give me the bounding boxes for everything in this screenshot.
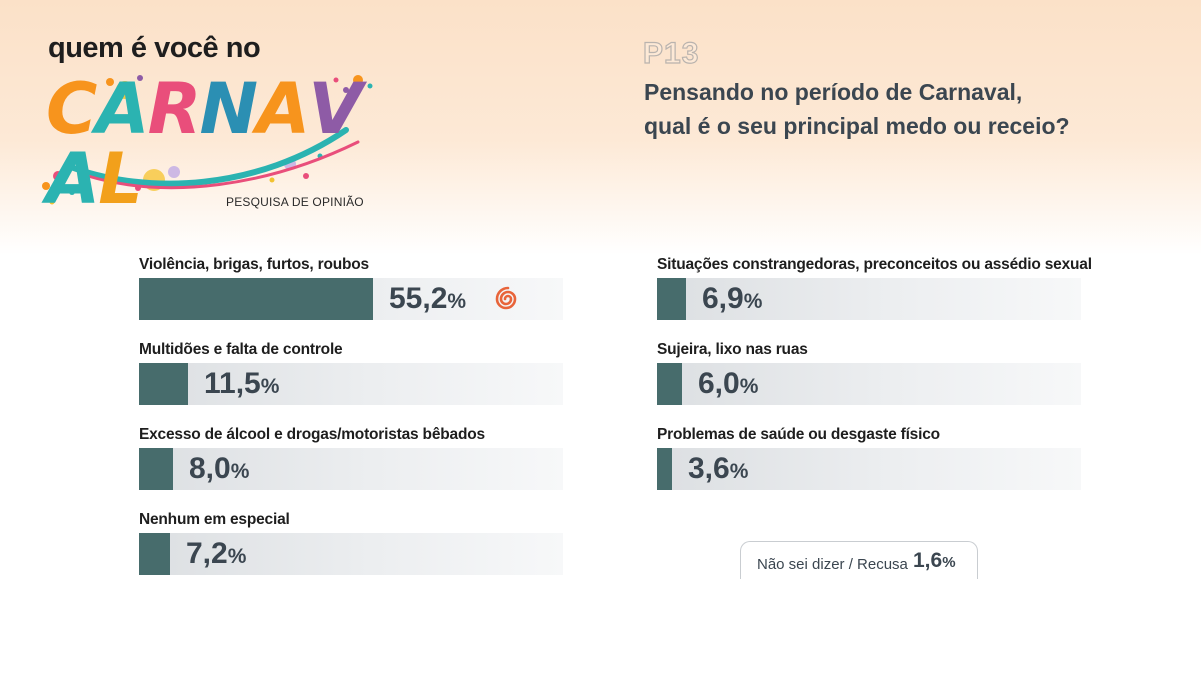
confetti-decoration [42, 75, 373, 205]
bar-label: Problemas de saúde ou desgaste físico [657, 426, 940, 443]
bar-fill [657, 278, 686, 320]
bar-value-label: 55,2% [389, 281, 466, 320]
bar-fill [139, 278, 373, 320]
bar-track: 3,6% [657, 448, 1081, 490]
bar-fill [657, 448, 672, 490]
question-line-2: qual é o seu principal medo ou receio? [644, 113, 1070, 139]
bar-value-label: 8,0% [189, 451, 249, 490]
carnaval-logo-word: CARNAVAL [46, 68, 362, 220]
percent-sign: % [230, 460, 250, 483]
other-response-number: 1,6 [913, 549, 943, 572]
bar-value-label: 7,2% [186, 536, 246, 575]
bar-item: Excesso de álcool e drogas/motoristas bê… [139, 426, 563, 502]
bar-fill [139, 448, 173, 490]
bar-label: Sujeira, lixo nas ruas [657, 341, 808, 358]
bar-item: Sujeira, lixo nas ruas 6,0% [657, 341, 1081, 417]
bar-track: 55,2% [139, 278, 563, 320]
logo-subtitle: PESQUISA DE OPINIÃO [226, 195, 364, 209]
bar-label: Excesso de álcool e drogas/motoristas bê… [139, 426, 485, 443]
brand-title: quem é você no [48, 32, 261, 64]
bar-label: Violência, brigas, furtos, roubos [139, 256, 369, 273]
bar-item: Violência, brigas, furtos, roubos 55,2% [139, 256, 563, 332]
bar-value-label: 11,5% [204, 366, 279, 405]
percent-sign: % [260, 375, 280, 398]
bar-value-label: 3,6% [688, 451, 748, 490]
percent-sign: % [227, 545, 247, 568]
bar-label: Nenhum em especial [139, 511, 290, 528]
bar-track: 11,5% [139, 363, 563, 405]
bar-item: Situações constrangedoras, preconceitos … [657, 256, 1092, 332]
question-line-1: Pensando no período de Carnaval, [644, 79, 1023, 105]
bar-track: 6,9% [657, 278, 1081, 320]
carnaval-logo: CARNAVAL PESQUISA DE OPINIÃO [28, 68, 388, 220]
bar-label: Situações constrangedoras, preconceitos … [657, 256, 1092, 273]
question-text: Pensando no período de Carnaval, qual é … [644, 75, 1164, 143]
bar-track: 7,2% [139, 533, 563, 575]
bar-value-label: 6,0% [698, 366, 758, 405]
header-background [0, 0, 1201, 255]
bar-track: 6,0% [657, 363, 1081, 405]
bar-track: 8,0% [139, 448, 563, 490]
bar-item: Multidões e falta de controle 11,5% [139, 341, 563, 417]
percent-sign: % [942, 554, 956, 571]
bar-fill [139, 363, 188, 405]
bar-label: Multidões e falta de controle [139, 341, 343, 358]
percent-sign: % [729, 460, 749, 483]
bar-value-number: 3,6 [688, 452, 730, 485]
bar-fill [139, 533, 170, 575]
bar-value-label: 6,9% [702, 281, 762, 320]
other-response-box: Não sei dizer / Recusa 1,6% [740, 541, 978, 579]
bar-value-number: 8,0 [189, 452, 231, 485]
other-response-value: 1,6% [913, 549, 956, 573]
percent-sign: % [743, 290, 763, 313]
spiral-icon [495, 286, 517, 310]
percent-sign: % [447, 290, 467, 313]
bar-item: Nenhum em especial 7,2% [139, 511, 563, 587]
percent-sign: % [739, 375, 759, 398]
bar-value-number: 7,2 [186, 537, 228, 570]
bar-value-number: 6,9 [702, 282, 744, 315]
question-code: P13 [642, 36, 700, 70]
bar-fill [657, 363, 682, 405]
other-response-label: Não sei dizer / Recusa [757, 556, 908, 573]
bar-value-number: 6,0 [698, 367, 740, 400]
bar-value-number: 11,5 [204, 367, 261, 400]
bar-value-number: 55,2 [389, 282, 448, 315]
bar-item: Problemas de saúde ou desgaste físico 3,6… [657, 426, 1081, 502]
